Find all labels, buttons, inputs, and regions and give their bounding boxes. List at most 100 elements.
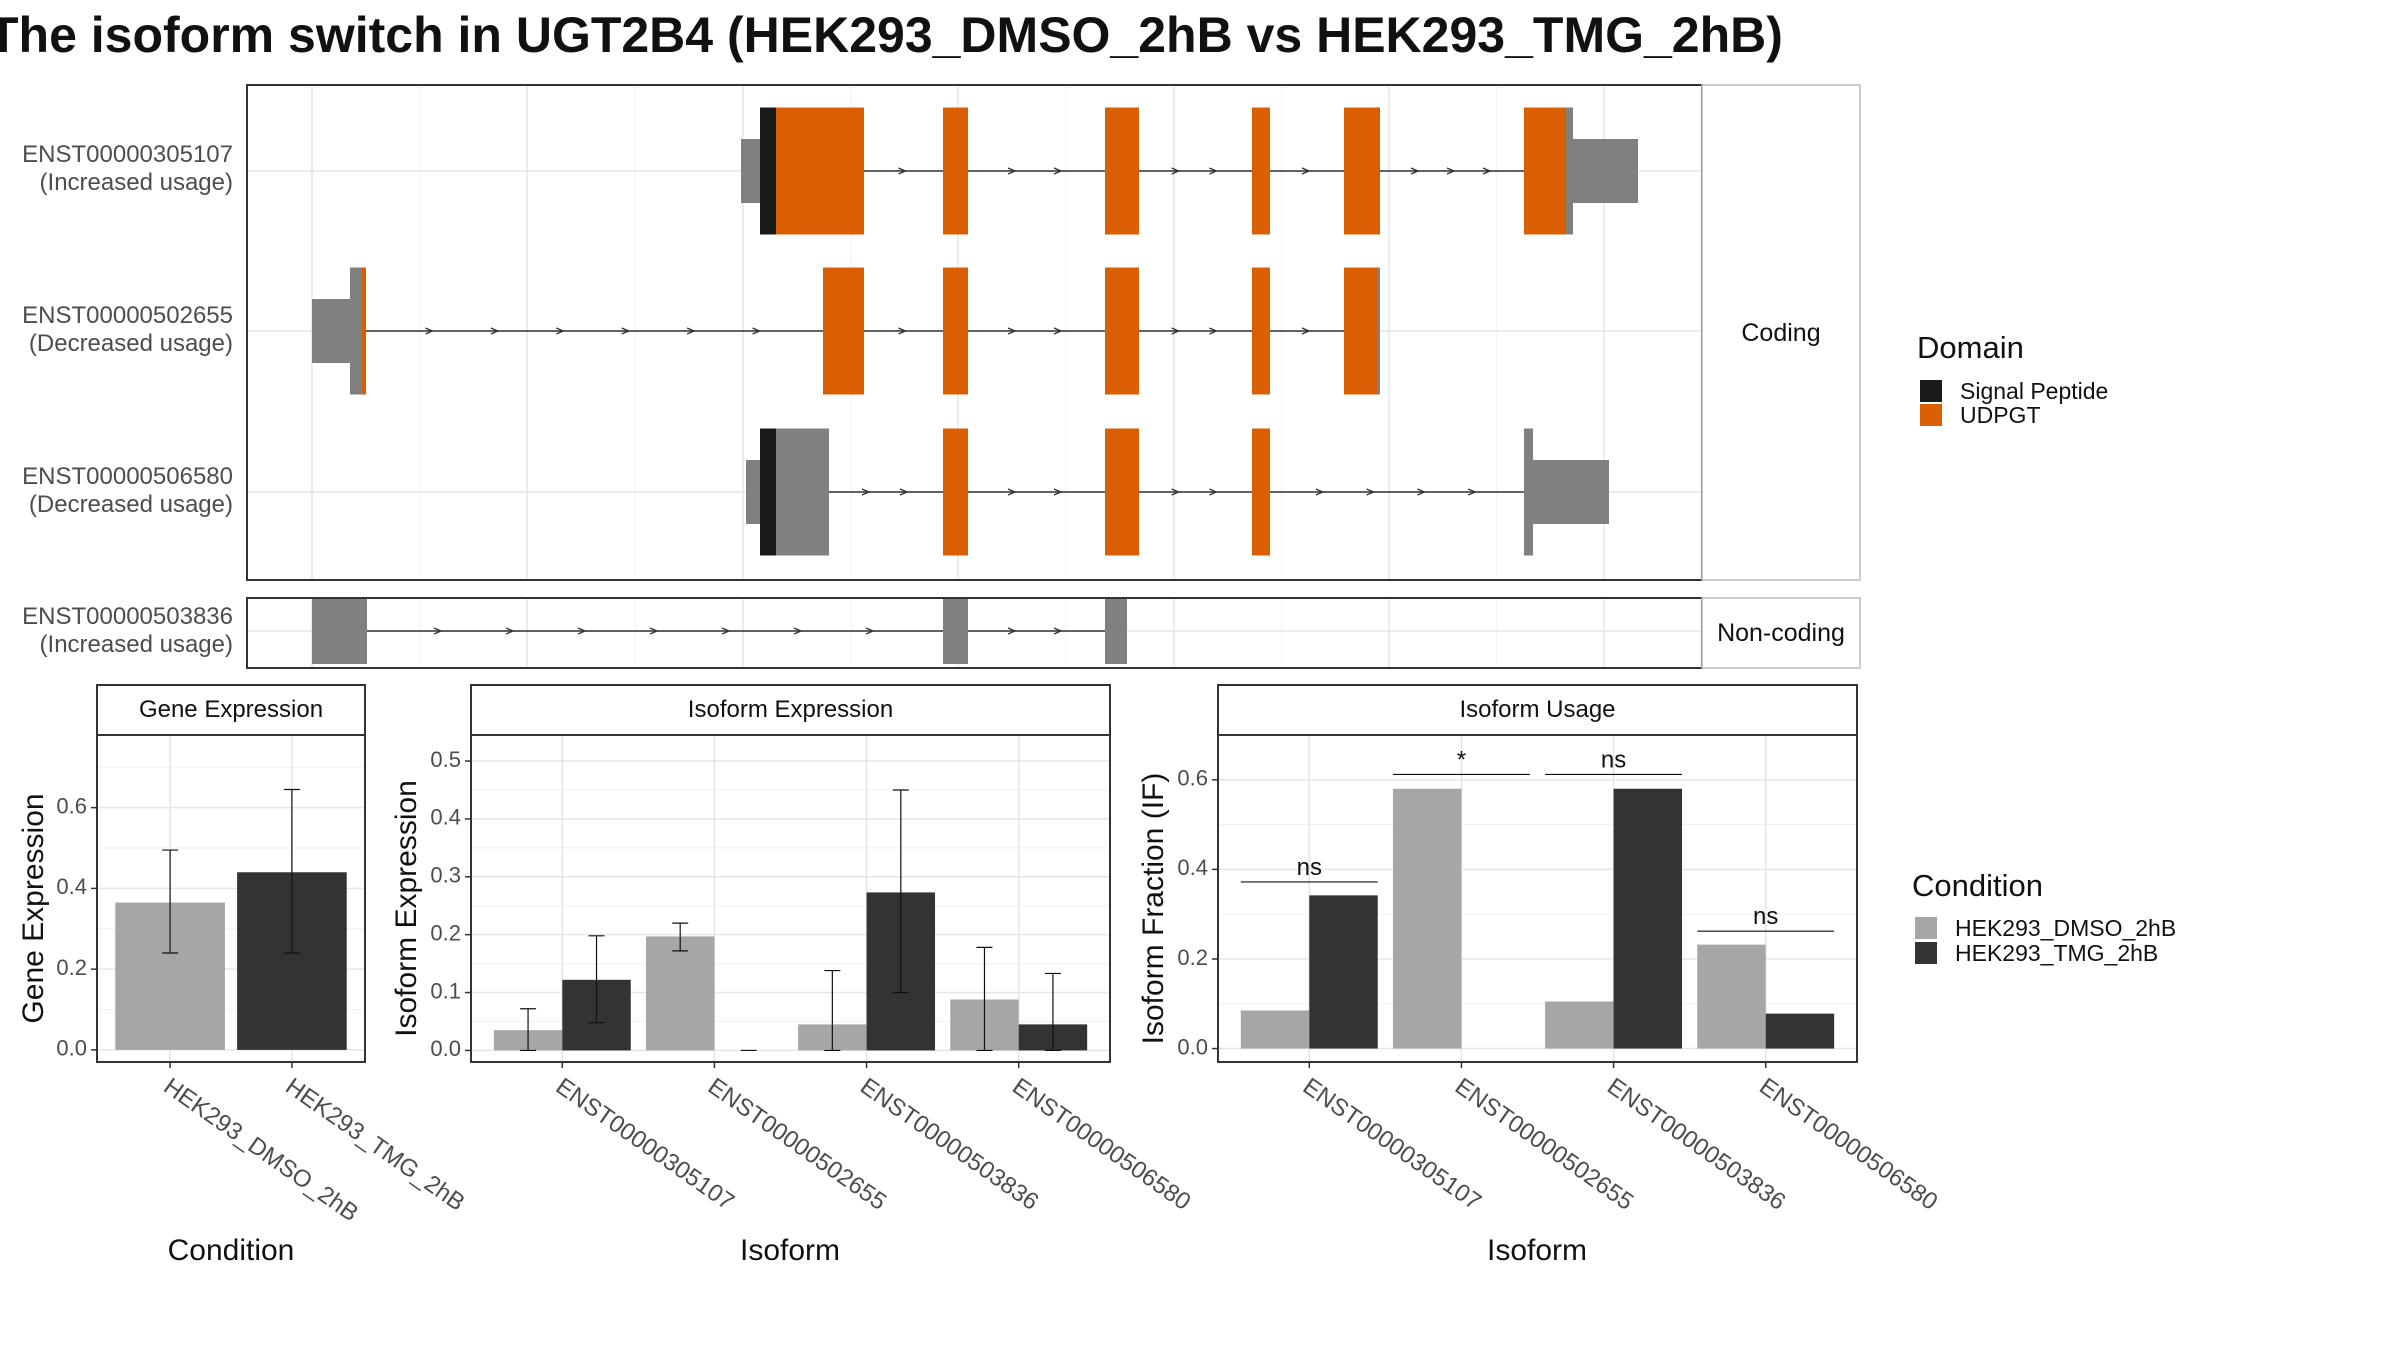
- chart-title-strip: [96, 684, 366, 736]
- intron-arrow: [556, 327, 565, 335]
- noncoding-panel-bg: [247, 598, 1702, 668]
- y-tick-label: 0.2: [430, 920, 461, 945]
- facet-strip-coding: [1701, 84, 1861, 581]
- udpgt-domain: [1105, 267, 1139, 395]
- y-tick-label: 0.4: [56, 874, 87, 899]
- transcript-id-label: ENST00000503836: [22, 603, 233, 630]
- intron-arrow: [1209, 488, 1218, 496]
- legend-swatch-tmg: [1915, 942, 1937, 964]
- intron-arrow: [1053, 167, 1063, 175]
- udpgt-domain: [1524, 107, 1566, 235]
- chart-title: Isoform Expression: [688, 696, 893, 723]
- intron-arrow: [1053, 488, 1063, 496]
- facet-label-coding: Coding: [1741, 319, 1820, 347]
- bar: [645, 936, 715, 1051]
- figure-title: The isoform switch in UGT2B4 (HEK293_DMS…: [0, 7, 1783, 63]
- intron-arrow: [1446, 167, 1456, 175]
- utr-exon: [350, 267, 362, 395]
- signal-peptide-domain: [760, 428, 776, 556]
- udpgt-domain: [943, 107, 968, 235]
- utr-exon: [312, 299, 350, 363]
- y-axis-title: Isoform Expression: [390, 780, 423, 1037]
- utr-exon: [1566, 107, 1573, 235]
- intron-arrow: [793, 627, 803, 635]
- transcript-usage-label: (Increased usage): [40, 631, 233, 658]
- bar: [1697, 944, 1766, 1049]
- intron-arrow: [505, 627, 515, 635]
- legend-label-dmso: HEK293_DMSO_2hB: [1955, 915, 2177, 941]
- intron-arrow: [1301, 167, 1311, 175]
- y-tick-label: 0.0: [56, 1036, 87, 1061]
- intron-arrow: [1301, 327, 1311, 335]
- x-axis-title: Condition: [168, 1234, 295, 1267]
- structure-panel-bg: [247, 85, 1702, 580]
- udpgt-domain: [1252, 107, 1270, 235]
- intron-arrow: [861, 488, 871, 496]
- bar: [1309, 895, 1378, 1049]
- chart-title-strip: [470, 684, 1111, 736]
- legend-swatch-udpgt: [1920, 404, 1942, 426]
- legend-swatch-signal-peptide: [1920, 380, 1942, 402]
- legend-label-tmg: HEK293_TMG_2hB: [1955, 940, 2159, 966]
- intron-arrow: [649, 627, 659, 635]
- intron-arrow: [1007, 488, 1017, 496]
- y-tick-label: 0.6: [1177, 766, 1208, 791]
- y-tick-label: 0.0: [430, 1036, 461, 1061]
- udpgt-domain: [1252, 267, 1270, 395]
- udpgt-domain: [823, 267, 864, 395]
- udpgt-domain: [776, 107, 864, 235]
- transcript-usage-label: (Decreased usage): [29, 330, 233, 357]
- transcript-usage-label: (Increased usage): [40, 169, 233, 196]
- legend-condition-title: Condition: [1912, 868, 2043, 903]
- intron-arrow: [1482, 167, 1492, 175]
- x-axis-title: Isoform: [1487, 1234, 1587, 1267]
- udpgt-domain: [943, 267, 968, 395]
- udpgt-domain: [1252, 428, 1270, 556]
- y-tick-label: 0.5: [430, 747, 461, 772]
- x-axis-title: Isoform: [740, 1234, 840, 1267]
- legend-label-signal-peptide: Signal Peptide: [1960, 378, 2109, 404]
- noncoding-exon: [312, 598, 367, 664]
- y-tick-label: 0.1: [430, 978, 461, 1003]
- significance-label: ns: [1601, 746, 1626, 773]
- legend-swatch-dmso: [1915, 917, 1937, 939]
- udpgt-domain: [943, 428, 968, 556]
- intron-arrow: [686, 327, 696, 335]
- intron-arrow: [1315, 488, 1325, 496]
- facet-label-noncoding: Non-coding: [1717, 619, 1845, 647]
- intron-arrow: [433, 627, 443, 635]
- intron-arrow: [1209, 327, 1218, 335]
- bar: [1545, 1001, 1614, 1049]
- intron-arrow: [1417, 488, 1427, 496]
- intron-arrow: [898, 327, 908, 335]
- y-tick-label: 0.4: [1177, 855, 1208, 880]
- intron-arrow: [899, 488, 909, 496]
- y-tick-label: 0.2: [1177, 945, 1208, 970]
- intron-arrow: [490, 327, 500, 335]
- transcript-id-label: ENST00000305107: [22, 141, 233, 168]
- x-tick-label: HEK293_DMSO_2hB: [159, 1073, 364, 1227]
- chart-title: Isoform Usage: [1459, 696, 1615, 723]
- intron-arrow: [1171, 167, 1181, 175]
- intron-arrow: [721, 627, 731, 635]
- intron-arrow: [752, 327, 762, 335]
- udpgt-domain: [1105, 428, 1139, 556]
- facet-strip-noncoding: [1701, 597, 1861, 669]
- significance-label: *: [1457, 746, 1466, 773]
- legend-domain-title: Domain: [1917, 330, 2024, 365]
- chart-title: Gene Expression: [139, 696, 323, 723]
- intron-arrow: [425, 327, 435, 335]
- utr-exon: [741, 139, 761, 203]
- utr-exon: [1573, 139, 1638, 203]
- intron-arrow: [1053, 327, 1063, 335]
- noncoding-exon: [943, 598, 968, 664]
- intron-arrow: [1007, 327, 1017, 335]
- significance-label: ns: [1753, 903, 1778, 930]
- intron-arrow: [577, 627, 587, 635]
- signal-peptide-domain: [760, 107, 776, 235]
- y-tick-label: 0.2: [56, 955, 87, 980]
- utr-exon: [1533, 460, 1609, 524]
- legend-label-udpgt: UDPGT: [1960, 402, 2041, 428]
- intron-arrow: [1171, 488, 1181, 496]
- transcript-id-label: ENST00000506580: [22, 463, 233, 490]
